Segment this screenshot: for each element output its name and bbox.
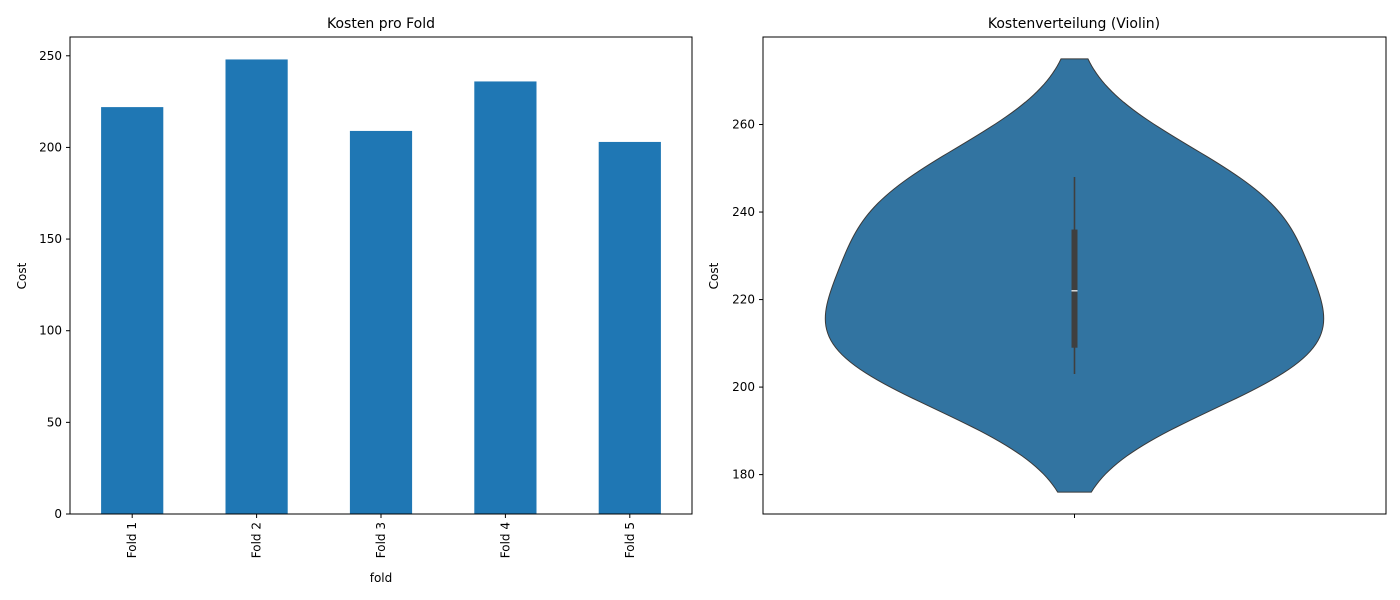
y-tick-label: 250 (39, 49, 62, 63)
y-tick-label: 200 (732, 380, 755, 394)
bar-x-axis: Fold 1 Fold 2 Fold 3 Fold 4 Fold 5 (125, 514, 637, 558)
bar-y-axis-label: Cost (15, 262, 29, 289)
bar-chart-title: Kosten pro Fold (327, 16, 435, 32)
y-tick-label: 150 (39, 232, 62, 246)
bar-y-axis: 0 50 100 150 200 250 (39, 49, 70, 521)
x-tick-label: Fold 3 (374, 522, 388, 558)
bar-series (101, 59, 661, 514)
x-tick-label: Fold 1 (125, 522, 139, 558)
y-tick-label: 260 (732, 118, 755, 132)
y-tick-label: 180 (732, 468, 755, 482)
y-tick-label: 50 (47, 415, 62, 429)
bar (101, 107, 164, 514)
y-tick-label: 0 (54, 507, 62, 521)
bar (598, 141, 661, 514)
violin-y-axis-label: Cost (707, 262, 721, 289)
y-tick-label: 220 (732, 293, 755, 307)
y-tick-label: 100 (39, 324, 62, 338)
violin-series (824, 58, 1325, 493)
violin-iqr-box (1071, 229, 1078, 348)
x-tick-label: Fold 2 (250, 522, 264, 558)
violin-chart-title: Kostenverteilung (Violin) (988, 16, 1160, 32)
violin-chart: Kostenverteilung (Violin) 180 200 220 240 26… (707, 16, 1387, 518)
x-tick-label: Fold 5 (623, 522, 637, 558)
bar (349, 130, 413, 514)
violin-y-axis: 180 200 220 240 260 (732, 118, 763, 482)
x-tick-label: Fold 4 (498, 522, 512, 558)
y-tick-label: 200 (39, 140, 62, 154)
bar (474, 81, 537, 514)
bar (225, 59, 288, 514)
y-tick-label: 240 (732, 205, 755, 219)
bar-x-axis-label: fold (370, 571, 393, 585)
